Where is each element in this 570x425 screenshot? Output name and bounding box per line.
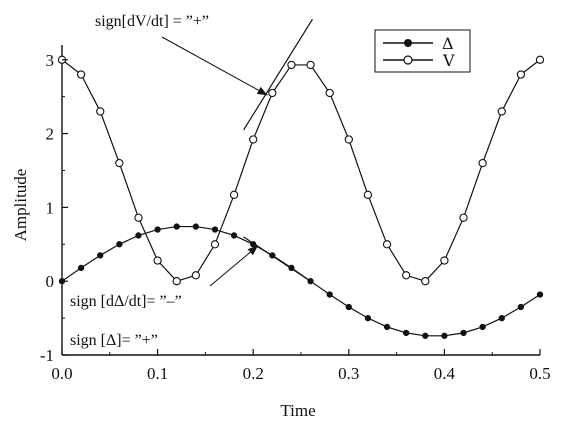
data-point-delta bbox=[479, 323, 486, 331]
legend-marker-v bbox=[403, 55, 413, 65]
data-point-delta bbox=[383, 323, 391, 331]
series-line-0 bbox=[61, 225, 541, 337]
data-point-delta bbox=[498, 314, 505, 322]
data-point-v bbox=[96, 107, 105, 116]
annotation-arrow-dvdt bbox=[161, 36, 268, 96]
data-point-v bbox=[516, 70, 526, 79]
data-point-delta bbox=[536, 291, 544, 298]
data-point-delta bbox=[403, 329, 410, 337]
data-point-delta bbox=[154, 226, 161, 233]
data-point-v bbox=[76, 70, 86, 79]
annotations: sign[dV/dt] = ”+” sign [dΔ/dt]= ”–” sign… bbox=[70, 13, 268, 349]
data-point-delta bbox=[364, 314, 372, 322]
data-point-delta bbox=[517, 303, 525, 311]
data-point-v bbox=[287, 60, 296, 70]
data-point-v bbox=[363, 190, 373, 199]
tangent-line-0 bbox=[243, 18, 313, 131]
data-point-delta bbox=[192, 223, 199, 230]
data-point-delta bbox=[77, 264, 85, 272]
x-tick-label: 0.5 bbox=[529, 364, 550, 383]
data-point-v bbox=[268, 88, 277, 98]
y-tick-label: 2 bbox=[46, 125, 55, 144]
data-point-v bbox=[344, 135, 353, 144]
data-point-v bbox=[134, 213, 143, 222]
y-axis-label: Amplitude bbox=[11, 169, 30, 242]
annotation-arrow-ddelta bbox=[209, 245, 259, 287]
data-point-delta bbox=[211, 226, 219, 233]
data-point-v bbox=[229, 190, 239, 199]
series-line-1 bbox=[61, 59, 541, 282]
y-tick-label: -1 bbox=[40, 346, 54, 365]
data-point-delta bbox=[269, 252, 276, 259]
data-point-delta bbox=[230, 232, 238, 239]
data-point-v bbox=[535, 55, 545, 64]
axis-ticks: 0.0 0.1 0.2 0.3 0.4 0.5 -1 0 1 2 3 bbox=[40, 51, 551, 383]
data-point-delta bbox=[307, 278, 314, 285]
annotation-delta: sign [Δ]= ”+” bbox=[70, 332, 158, 349]
data-point-v bbox=[382, 240, 392, 249]
data-point-delta bbox=[116, 241, 123, 248]
data-point-delta bbox=[345, 303, 352, 311]
data-point-delta bbox=[97, 252, 104, 259]
annotation-arrowhead-ddelta bbox=[247, 245, 258, 256]
annotation-dvdt: sign[dV/dt] = ”+” bbox=[95, 13, 209, 30]
data-point-v bbox=[249, 135, 258, 144]
legend-marker-delta bbox=[404, 39, 412, 47]
legend: Δ V bbox=[374, 29, 471, 73]
data-point-v bbox=[306, 60, 315, 70]
data-point-v bbox=[459, 213, 468, 222]
data-point-delta bbox=[250, 241, 257, 248]
x-tick-label: 0.4 bbox=[434, 364, 456, 383]
legend-label-delta: Δ bbox=[442, 34, 454, 53]
x-tick-label: 0.3 bbox=[338, 364, 359, 383]
data-point-v bbox=[478, 158, 487, 168]
annotation-arrowhead-dvdt bbox=[256, 86, 268, 96]
x-tick-label: 0.2 bbox=[243, 364, 264, 383]
legend-box bbox=[374, 29, 471, 73]
data-point-v bbox=[153, 256, 162, 265]
data-point-v bbox=[402, 271, 411, 280]
x-tick-label: 0.1 bbox=[147, 364, 168, 383]
data-point-delta bbox=[326, 291, 333, 298]
data-point-v bbox=[325, 88, 334, 98]
data-point-delta bbox=[422, 332, 429, 339]
y-tick-label: 1 bbox=[46, 198, 55, 217]
data-point-delta bbox=[460, 329, 467, 337]
data-point-v bbox=[115, 158, 124, 168]
data-point-delta bbox=[173, 223, 180, 230]
x-axis-label: Time bbox=[280, 401, 315, 420]
data-point-delta bbox=[135, 232, 142, 239]
data-point-v bbox=[440, 256, 449, 265]
annotation-ddelta: sign [dΔ/dt]= ”–” bbox=[70, 293, 182, 310]
data-point-v bbox=[210, 240, 220, 249]
data-point-v bbox=[191, 271, 200, 280]
data-point-v bbox=[172, 277, 181, 286]
y-tick-label: 0 bbox=[46, 272, 55, 291]
x-tick-label: 0.0 bbox=[51, 364, 72, 383]
data-point-delta bbox=[441, 332, 448, 339]
data-point-v bbox=[421, 277, 430, 286]
data-point-v bbox=[497, 107, 506, 116]
data-point-delta bbox=[288, 264, 295, 272]
series-layer bbox=[57, 55, 545, 339]
y-tick-label: 3 bbox=[46, 51, 55, 70]
legend-label-v: V bbox=[442, 51, 455, 70]
